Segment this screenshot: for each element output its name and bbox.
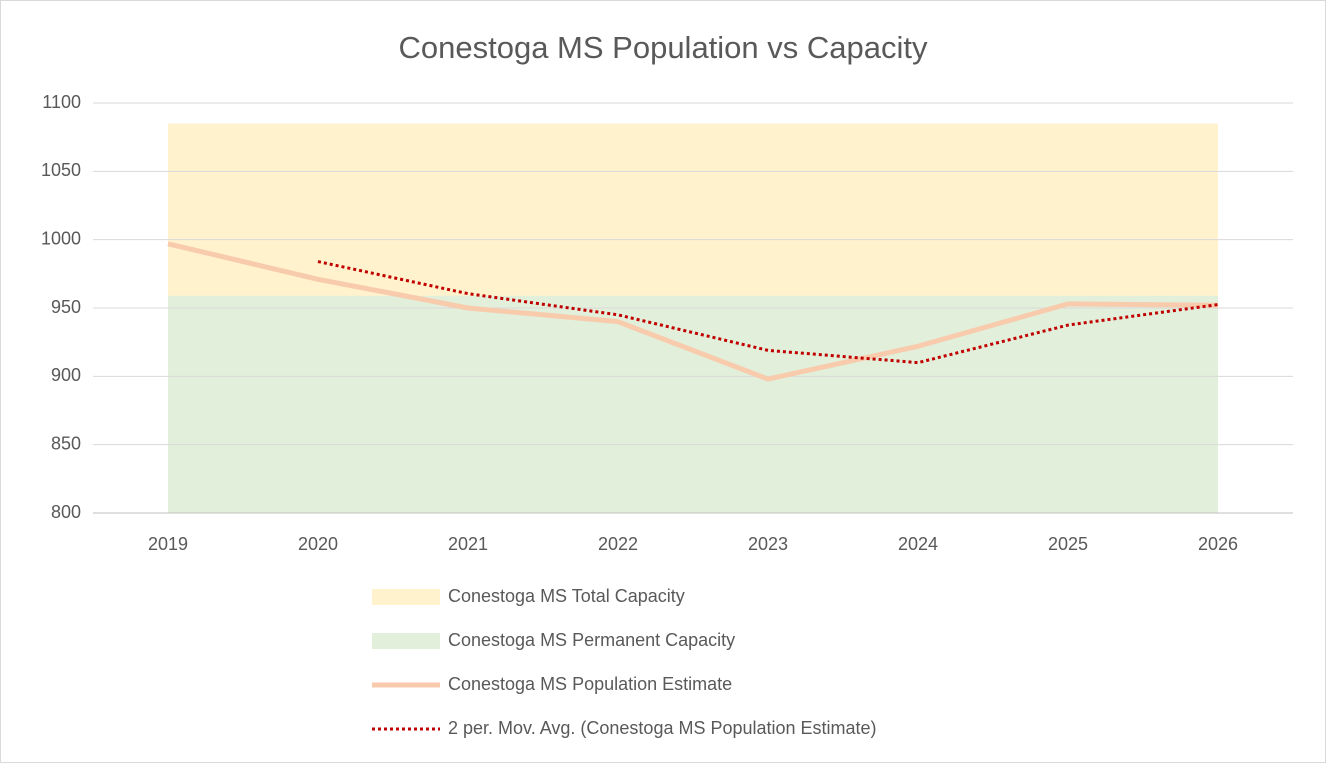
chart-title: Conestoga MS Population vs Capacity — [398, 30, 928, 65]
line — [167, 241, 1219, 382]
line — [317, 260, 1219, 365]
y-tick-label: 1050 — [41, 160, 81, 180]
x-tick-label: 2022 — [598, 534, 638, 554]
y-tick-label: 850 — [51, 433, 81, 453]
y-tick-label: 1100 — [42, 92, 81, 112]
y-tick-label: 800 — [51, 502, 81, 522]
legend-label: Conestoga MS Population Estimate — [448, 674, 732, 694]
x-tick-label: 2023 — [748, 534, 788, 554]
legend-label: Conestoga MS Permanent Capacity — [448, 630, 735, 650]
y-tick-label: 1000 — [41, 228, 81, 248]
y-tick-label: 900 — [51, 365, 81, 385]
x-tick-label: 2021 — [448, 534, 488, 554]
x-tick-label: 2020 — [298, 534, 338, 554]
legend-label: Conestoga MS Total Capacity — [448, 586, 685, 606]
legend-label: 2 per. Mov. Avg. (Conestoga MS Populatio… — [448, 718, 877, 738]
x-tick-label: 2024 — [898, 534, 938, 554]
legend-swatch — [372, 589, 440, 605]
x-tick-label: 2019 — [148, 534, 188, 554]
x-tick-label: 2025 — [1048, 534, 1088, 554]
area — [168, 295, 1218, 513]
x-tick-label: 2026 — [1198, 534, 1238, 554]
legend-swatch — [372, 633, 440, 649]
y-tick-label: 950 — [51, 297, 81, 317]
